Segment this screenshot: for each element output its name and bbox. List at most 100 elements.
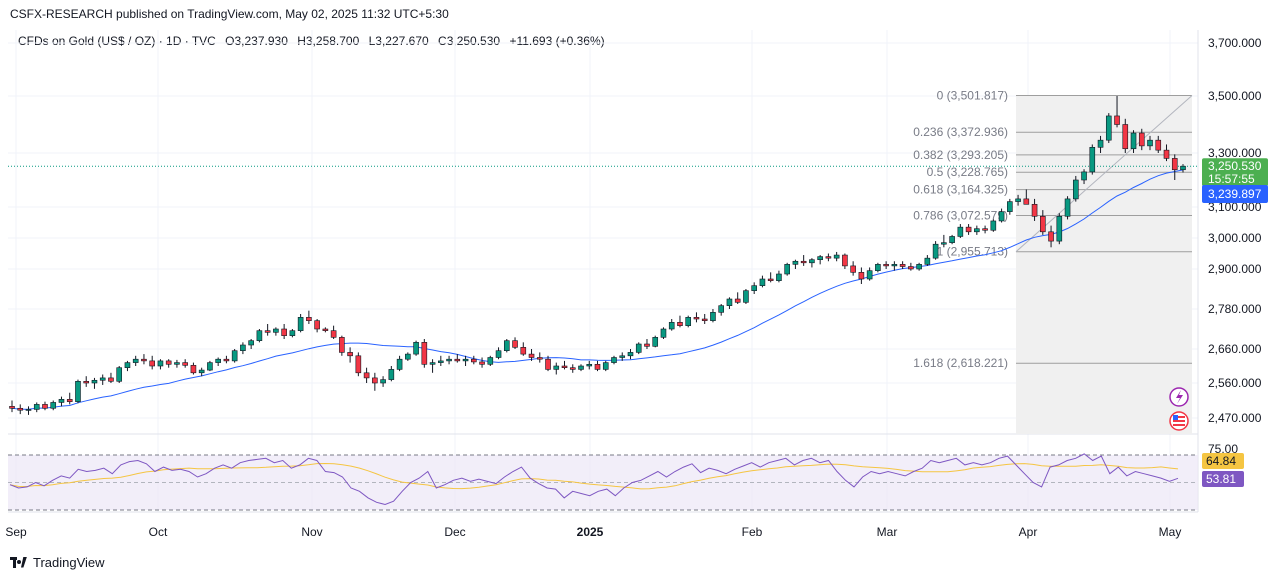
time-tick-label: 2025 [577, 525, 604, 539]
candle [800, 255, 807, 266]
fib-level-label: 0 (3,501.817) [937, 89, 1008, 103]
candle [33, 402, 40, 413]
candle-body [355, 355, 362, 374]
price-tick-label: 2,900.000 [1208, 262, 1262, 276]
footer-brand: TradingView [10, 555, 105, 570]
candle-body [479, 361, 485, 365]
candle-body [578, 365, 584, 370]
candle [668, 319, 675, 331]
candle-body [685, 317, 692, 326]
candle [1147, 135, 1153, 151]
candle-body [1031, 204, 1038, 217]
candle [817, 255, 823, 265]
candle-body [487, 357, 494, 365]
time-tick-label: Oct [149, 525, 168, 539]
fib-level-label: 1.618 (2,618.221) [913, 356, 1008, 370]
candle-body [817, 256, 823, 261]
candle [602, 360, 609, 372]
candle [883, 261, 889, 269]
candle [487, 355, 494, 366]
fib-level-label: 0.618 (3,164.325) [913, 183, 1008, 197]
rsi-ma-line [9, 462, 1179, 490]
candle-body [1171, 158, 1178, 171]
candle-body [306, 317, 312, 321]
candle-body [677, 322, 683, 326]
candle [693, 312, 700, 323]
candle [264, 324, 271, 336]
candle [553, 362, 560, 375]
candle-body [1097, 139, 1104, 148]
candle [1171, 154, 1178, 180]
candle-body [875, 264, 881, 271]
candle [965, 224, 972, 235]
candle [50, 400, 57, 411]
candle-body [372, 377, 378, 384]
ohlc-change: +11.693 (+0.36%) [509, 34, 605, 48]
symbol-name[interactable]: CFDs on Gold (US$ / OZ) · 1D · TVC [18, 34, 216, 48]
candle [734, 292, 741, 304]
candle-body [1023, 198, 1030, 205]
candle-body [602, 362, 609, 370]
candle-body [58, 399, 65, 403]
candle-body [619, 355, 626, 358]
candle-body [965, 226, 972, 233]
candle [1048, 225, 1054, 248]
candle-body [998, 211, 1005, 222]
candle [207, 360, 213, 372]
candle [957, 224, 964, 238]
time-tick-label: Apr [1019, 525, 1038, 539]
bar-countdown: 15:57:55 [1208, 172, 1255, 186]
candle [1122, 118, 1129, 153]
candle-body [569, 367, 576, 370]
candle-body [825, 256, 832, 259]
ma-value: 3,239.897 [1208, 187, 1262, 201]
candle [1180, 164, 1186, 173]
candle-body [471, 358, 477, 363]
candle-body [982, 228, 988, 231]
candle-body [83, 380, 90, 384]
candle-body [405, 353, 411, 360]
candle [1031, 198, 1038, 221]
candle-body [611, 357, 617, 363]
candle [1155, 135, 1162, 153]
grid-lines [8, 30, 1198, 512]
candle [1007, 198, 1013, 215]
candle [240, 342, 246, 355]
candle [462, 355, 469, 366]
candle-body [50, 402, 57, 409]
symbol-legend: CFDs on Gold (US$ / OZ) · 1D · TVC O3,23… [18, 34, 611, 48]
candle-body [751, 285, 757, 291]
tradingview-logo-icon [10, 556, 28, 569]
candle [569, 364, 576, 373]
candle [42, 401, 48, 411]
candle [25, 406, 32, 415]
candles [9, 96, 1186, 415]
candle-body [388, 369, 395, 380]
candle [1130, 130, 1137, 153]
candle [899, 261, 906, 269]
candle [767, 272, 774, 283]
candle [1056, 213, 1063, 245]
candle-body [99, 377, 106, 381]
candle [850, 261, 856, 276]
time-tick-label: Feb [742, 525, 763, 539]
candle [809, 258, 815, 268]
moving-average-line [11, 169, 1184, 410]
candle-body [149, 360, 155, 367]
candle-body [908, 266, 914, 270]
price-chart[interactable]: 0 (3,501.817) 0.236 (3,372.936) 0.382 (3,2… [0, 26, 1281, 546]
candle-body [17, 407, 24, 411]
candle-body [883, 264, 889, 267]
candle-body [842, 254, 848, 267]
candle [372, 372, 378, 391]
candle [429, 359, 436, 373]
candle-body [1089, 147, 1096, 173]
candle [685, 315, 692, 328]
candle-body [330, 330, 337, 338]
candle [858, 267, 865, 284]
candle [223, 355, 230, 364]
fib-level-label: 0.5 (3,228.765) [927, 165, 1008, 179]
candle-body [767, 278, 774, 281]
candle-body [701, 318, 708, 321]
candle-body [438, 360, 444, 363]
